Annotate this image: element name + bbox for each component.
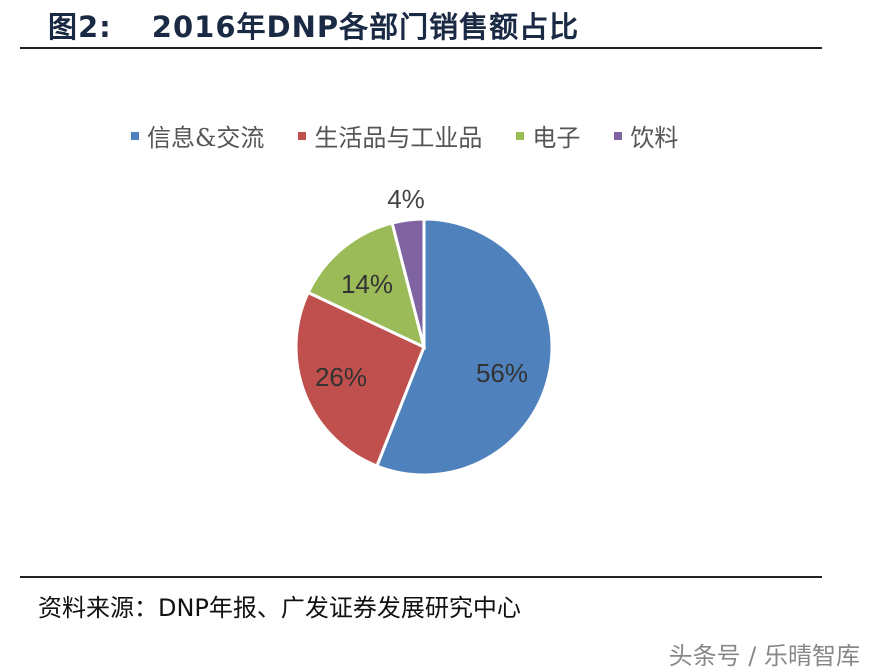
slice-label-beverages: 4% [387,184,425,214]
legend-swatch-blue [131,131,139,140]
watermark: 头条号 / 乐晴智库 [668,642,860,670]
legend-label: 生活品与工业品 [314,124,483,152]
slice-electronics [306,221,427,350]
legend-swatch-red [298,131,307,140]
legend-item-lifestyle-industrial: 生活品与工业品 [298,118,482,153]
slice-beverages [390,217,426,348]
legend-swatch-purple [614,131,623,140]
legend-item-info-communication: 信息&交流 [131,118,264,153]
legend-item-electronics: 电子 [516,118,580,153]
source-note: 资料来源：DNP年报、广发证券发展研究中心 [38,594,521,622]
slice-info-communication [374,217,554,477]
bottom-divider [20,576,822,578]
figure-title: 图2: 2016年DNP各部门销售额占比 [48,4,579,46]
legend-label: 电子 [532,124,581,152]
chart-legend: 信息&交流 生活品与工业品 电子 饮料 [131,118,712,153]
slice-label-info: 56% [476,358,528,388]
legend-swatch-green [516,131,525,140]
legend-label: 信息&交流 [147,124,265,152]
legend-label: 饮料 [630,124,679,152]
slice-label-lifestyle: 26% [315,362,367,392]
chart-title: 2016年DNP各部门销售额占比 [151,10,580,44]
pie-slices [294,217,554,477]
top-divider [20,47,822,49]
figure-label: 图2: [48,10,112,44]
slice-label-electronics: 14% [341,269,393,299]
legend-item-beverages: 饮料 [614,118,678,153]
slice-lifestyle-industrial [294,290,426,468]
